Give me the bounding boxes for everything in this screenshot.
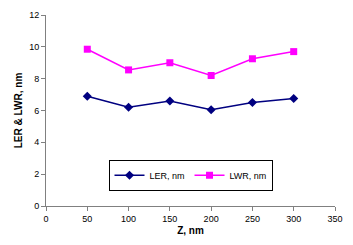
svg-text:200: 200	[204, 214, 219, 224]
svg-text:12: 12	[29, 10, 39, 20]
svg-text:Z, nm: Z, nm	[177, 225, 204, 236]
svg-text:0: 0	[43, 214, 48, 224]
svg-text:300: 300	[286, 214, 301, 224]
svg-text:0: 0	[34, 201, 39, 211]
svg-text:LWR, nm: LWR, nm	[230, 171, 267, 181]
svg-text:4: 4	[34, 137, 39, 147]
svg-text:350: 350	[327, 214, 342, 224]
svg-text:100: 100	[121, 214, 136, 224]
svg-text:8: 8	[34, 74, 39, 84]
svg-text:LER & LWR, nm: LER & LWR, nm	[13, 73, 24, 149]
svg-text:50: 50	[82, 214, 92, 224]
svg-text:LER, nm: LER, nm	[150, 171, 185, 181]
svg-text:10: 10	[29, 42, 39, 52]
svg-text:2: 2	[34, 169, 39, 179]
svg-text:150: 150	[162, 214, 177, 224]
svg-text:6: 6	[34, 106, 39, 116]
svg-text:250: 250	[245, 214, 260, 224]
